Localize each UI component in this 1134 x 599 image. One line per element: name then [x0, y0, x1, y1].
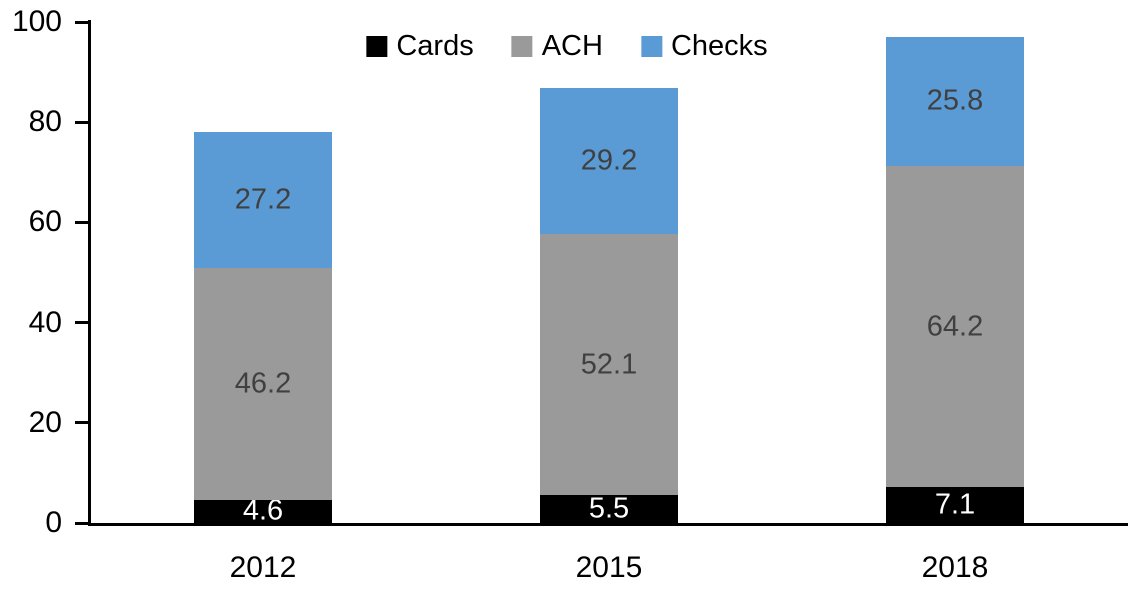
bar-segment-label: 4.6	[242, 494, 284, 527]
legend-item-checks: Checks	[640, 30, 768, 62]
x-axis-line	[88, 523, 1128, 526]
legend-label: Cards	[396, 30, 474, 62]
y-tick-label: 0	[45, 506, 62, 539]
bar-segment-label: 46.2	[234, 367, 292, 400]
bar-segment-cards-2015: 5.5	[540, 492, 678, 525]
y-tick-label: 60	[28, 205, 62, 239]
bar-segment-ach-2012: 46.2	[194, 268, 332, 500]
bar-segment-label: 7.1	[934, 488, 976, 521]
bar-segment-label: 29.2	[580, 144, 638, 177]
bar-segment-checks-2018: 25.8	[886, 36, 1024, 166]
bar-segment-cards-2018: 7.1	[886, 487, 1024, 523]
bar-segment-label: 27.2	[234, 183, 292, 216]
legend-item-ach: ACH	[511, 30, 603, 62]
legend-swatch-icon	[640, 36, 662, 57]
y-tick-label: 100	[11, 5, 62, 38]
legend-item-cards: Cards	[366, 30, 474, 62]
y-tick-mark	[75, 321, 88, 325]
bar-segment-checks-2012: 27.2	[194, 132, 332, 269]
bar-segment-label: 5.5	[588, 492, 630, 525]
x-tick-label-2015: 2015	[575, 551, 643, 584]
bar-segment-cards-2012: 4.6	[194, 495, 332, 527]
bar-segment-label: 25.8	[926, 84, 984, 117]
legend-label: Checks	[670, 30, 768, 62]
legend-swatch-icon	[511, 36, 533, 57]
x-tick-label-2018: 2018	[921, 551, 989, 584]
y-tick-mark	[75, 20, 88, 24]
y-tick-mark	[75, 220, 88, 224]
bar-segment-label: 52.1	[580, 348, 638, 381]
y-tick-mark	[75, 521, 88, 525]
bar-segment-ach-2015: 52.1	[540, 234, 678, 496]
y-tick-label: 40	[28, 305, 62, 339]
bar-segment-checks-2015: 29.2	[540, 88, 678, 235]
x-tick-label-2012: 2012	[229, 551, 297, 584]
y-tick-label: 20	[28, 405, 62, 439]
bar-segment-label: 64.2	[926, 310, 984, 343]
legend-swatch-icon	[366, 36, 388, 57]
y-axis-line	[88, 20, 91, 526]
legend-label: ACH	[541, 30, 603, 62]
bar-segment-ach-2018: 64.2	[886, 165, 1024, 488]
y-tick-mark	[75, 120, 88, 124]
chart-legend: Cards ACH Checks	[366, 30, 768, 62]
y-tick-label: 80	[28, 105, 62, 139]
y-tick-mark	[75, 421, 88, 425]
